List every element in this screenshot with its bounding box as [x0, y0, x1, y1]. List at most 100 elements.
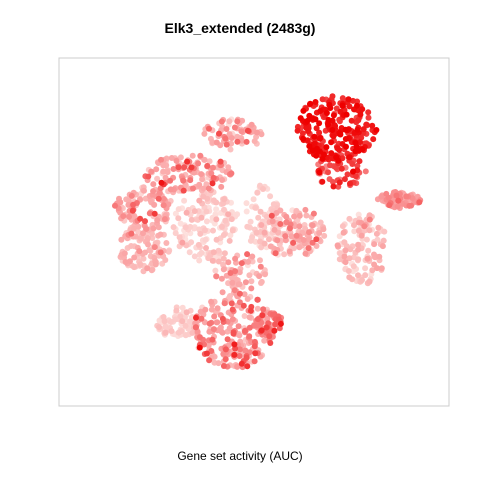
data-point [236, 332, 243, 339]
data-point [195, 160, 202, 167]
data-point [213, 273, 220, 280]
data-point [306, 143, 313, 150]
data-point [362, 168, 369, 175]
data-point [266, 333, 273, 340]
data-point [249, 253, 256, 260]
data-point [250, 196, 257, 203]
data-point [214, 305, 221, 312]
data-point [290, 239, 297, 246]
data-point [202, 227, 208, 234]
data-point [175, 206, 182, 213]
data-point [128, 192, 135, 199]
data-point [226, 118, 233, 125]
data-point [333, 154, 340, 161]
data-point [358, 232, 365, 239]
data-point [127, 258, 133, 265]
data-point [338, 165, 345, 172]
data-point [222, 356, 229, 363]
data-point [221, 206, 227, 213]
data-point [371, 241, 378, 248]
data-point [394, 203, 401, 210]
data-point [187, 318, 194, 325]
data-point [341, 239, 348, 246]
data-point [172, 230, 179, 237]
data-point [206, 328, 213, 335]
data-point [329, 93, 336, 100]
data-point [346, 215, 353, 222]
data-point [231, 351, 238, 358]
data-point [161, 318, 168, 325]
data-point [220, 266, 227, 273]
data-point [194, 328, 201, 335]
data-point [238, 260, 245, 267]
data-point [369, 122, 376, 129]
data-point [316, 230, 323, 236]
data-point [175, 164, 182, 171]
data-point [151, 210, 158, 217]
data-point [339, 95, 346, 102]
data-point [366, 212, 373, 219]
data-point [244, 223, 251, 230]
data-point [281, 251, 288, 258]
data-point [330, 133, 337, 140]
data-point [313, 236, 320, 243]
data-point [196, 181, 203, 188]
data-point [263, 213, 270, 220]
data-point [363, 121, 370, 128]
data-point [179, 304, 186, 311]
data-point [182, 332, 189, 339]
data-point [208, 298, 215, 305]
data-point [355, 227, 362, 234]
data-point [235, 323, 242, 330]
data-point [151, 201, 158, 208]
data-point [128, 230, 135, 237]
data-point [151, 244, 158, 251]
data-point [205, 185, 212, 192]
data-point [188, 239, 195, 246]
data-point [334, 145, 341, 152]
data-point [350, 168, 357, 175]
data-point [374, 265, 380, 272]
data-point [271, 327, 278, 334]
data-point [252, 238, 259, 245]
data-point [180, 177, 187, 184]
data-point [272, 321, 279, 328]
data-point [286, 248, 293, 255]
data-point [191, 208, 198, 215]
data-point [212, 267, 219, 274]
data-point [140, 255, 147, 262]
data-point [192, 324, 199, 331]
data-point [249, 234, 256, 241]
data-point [140, 230, 146, 237]
data-point [157, 249, 164, 256]
data-point [209, 336, 216, 343]
data-point [258, 327, 265, 334]
data-point [379, 243, 386, 250]
data-point [297, 115, 304, 122]
data-point [193, 314, 199, 321]
data-point [287, 225, 293, 232]
data-point [360, 126, 367, 133]
data-point [370, 136, 377, 143]
data-point [188, 216, 195, 223]
data-point [222, 217, 229, 224]
data-point [149, 230, 155, 237]
data-point [213, 216, 220, 223]
data-point [121, 250, 128, 257]
data-point [208, 170, 215, 177]
data-point [168, 155, 175, 161]
data-point [243, 200, 250, 207]
data-point [355, 256, 362, 263]
data-point [203, 245, 209, 251]
data-point [154, 175, 161, 182]
data-point [310, 210, 317, 217]
data-point [243, 138, 250, 145]
data-point [316, 169, 323, 176]
data-point [254, 316, 261, 323]
data-point [161, 216, 168, 223]
data-point [184, 158, 191, 165]
data-point [228, 300, 235, 307]
data-point [189, 152, 196, 159]
data-point [345, 268, 352, 274]
data-point [181, 197, 188, 204]
